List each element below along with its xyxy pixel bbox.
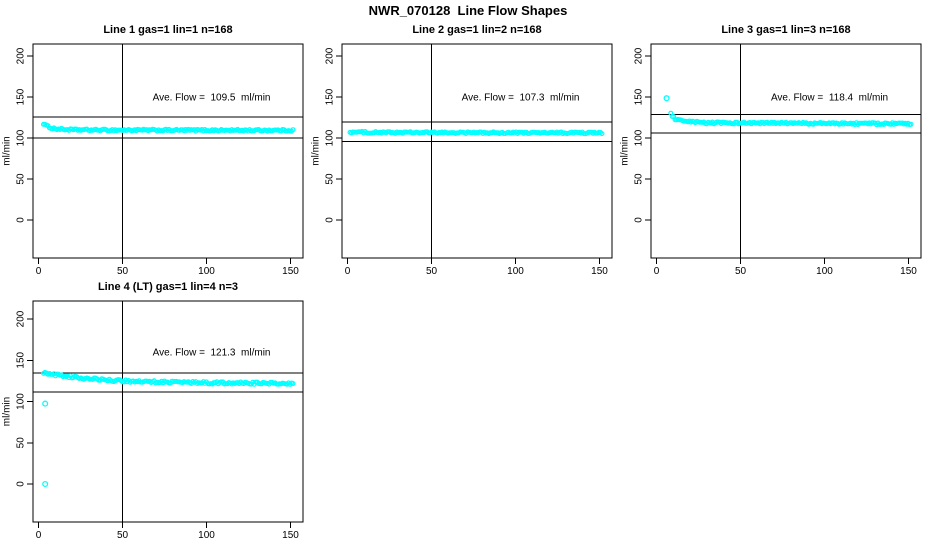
x-tick-label: 0 — [36, 266, 42, 277]
outlier-point — [663, 95, 670, 102]
y-tick-label: 100 — [16, 393, 27, 410]
y-axis-label: ml/min — [620, 136, 631, 165]
data-point — [599, 131, 605, 137]
outlier-point — [42, 400, 49, 407]
ave-flow-annotation: Ave. Flow = 109.5 ml/min — [153, 93, 271, 104]
page-title: NWR_070128 Line Flow Shapes — [368, 3, 568, 18]
x-tick-label: 50 — [735, 266, 747, 277]
x-tick-label: 150 — [591, 266, 608, 277]
data-point — [290, 381, 296, 387]
x-tick-label: 100 — [507, 266, 524, 277]
y-tick-label: 50 — [325, 173, 336, 185]
panel-title: Line 3 gas=1 lin=3 n=168 — [721, 24, 850, 36]
panel-title: Line 2 gas=1 lin=2 n=168 — [412, 24, 541, 36]
y-tick-label: 50 — [16, 173, 27, 185]
x-tick-label: 150 — [900, 266, 917, 277]
data-points — [663, 95, 914, 128]
panel-title: Line 1 gas=1 lin=1 n=168 — [103, 24, 232, 36]
y-tick-label: 0 — [16, 217, 27, 223]
x-tick-label: 0 — [654, 266, 660, 277]
x-tick-label: 0 — [345, 266, 351, 277]
panel-line-1: Line 1 gas=1 lin=1 n=168 0 50 100 150 200 0 50 1… — [2, 24, 304, 277]
data-point — [908, 121, 914, 127]
x-tick-label: 50 — [426, 266, 438, 277]
y-axis-label: ml/min — [311, 136, 322, 165]
y-tick-label: 50 — [16, 437, 27, 449]
panel-line-4: Line 4 (LT) gas=1 lin=4 n=3 0 50 100 150 200 0… — [2, 281, 304, 540]
y-tick-label: 0 — [634, 217, 645, 223]
data-points — [40, 369, 296, 488]
plot-box — [32, 300, 304, 523]
y-tick-label: 50 — [634, 173, 645, 185]
ave-flow-annotation: Ave. Flow = 121.3 ml/min — [153, 348, 271, 359]
data-point — [290, 127, 296, 133]
plot-box — [341, 43, 613, 259]
y-tick-label: 150 — [16, 351, 27, 368]
x-tick-label: 150 — [282, 530, 299, 540]
data-points — [40, 121, 296, 134]
x-tick-label: 0 — [36, 530, 42, 540]
panel-line-3: Line 3 gas=1 lin=3 n=168 0 50 100 150 200 0 50 1… — [620, 24, 922, 277]
plot-box — [32, 43, 304, 259]
ave-flow-annotation: Ave. Flow = 107.3 ml/min — [462, 93, 580, 104]
y-tick-label: 150 — [16, 88, 27, 105]
panel-line-2: Line 2 gas=1 lin=2 n=168 0 50 100 150 200 0 50 1… — [311, 24, 613, 277]
x-tick-label: 100 — [198, 530, 215, 540]
outlier-point — [42, 480, 49, 488]
y-axis-label: ml/min — [2, 136, 13, 165]
plot-box — [650, 43, 922, 259]
panel-title: Line 4 (LT) gas=1 lin=4 n=3 — [98, 281, 238, 293]
x-tick-label: 150 — [282, 266, 299, 277]
ave-flow-annotation: Ave. Flow = 118.4 ml/min — [771, 93, 888, 104]
y-tick-label: 100 — [634, 129, 645, 146]
y-tick-label: 200 — [325, 47, 336, 64]
data-points — [347, 128, 605, 137]
y-tick-label: 100 — [325, 129, 336, 146]
y-tick-label: 150 — [325, 88, 336, 105]
x-tick-label: 100 — [816, 266, 833, 277]
x-tick-label: 100 — [198, 266, 215, 277]
y-tick-label: 100 — [16, 129, 27, 146]
y-tick-label: 200 — [16, 310, 27, 327]
y-tick-label: 0 — [16, 481, 27, 487]
x-tick-label: 50 — [117, 530, 129, 540]
y-tick-label: 0 — [325, 217, 336, 223]
y-tick-label: 150 — [634, 88, 645, 105]
y-tick-label: 200 — [16, 47, 27, 64]
x-tick-label: 50 — [117, 266, 129, 277]
y-axis-label: ml/min — [2, 397, 13, 426]
y-tick-label: 200 — [634, 47, 645, 64]
